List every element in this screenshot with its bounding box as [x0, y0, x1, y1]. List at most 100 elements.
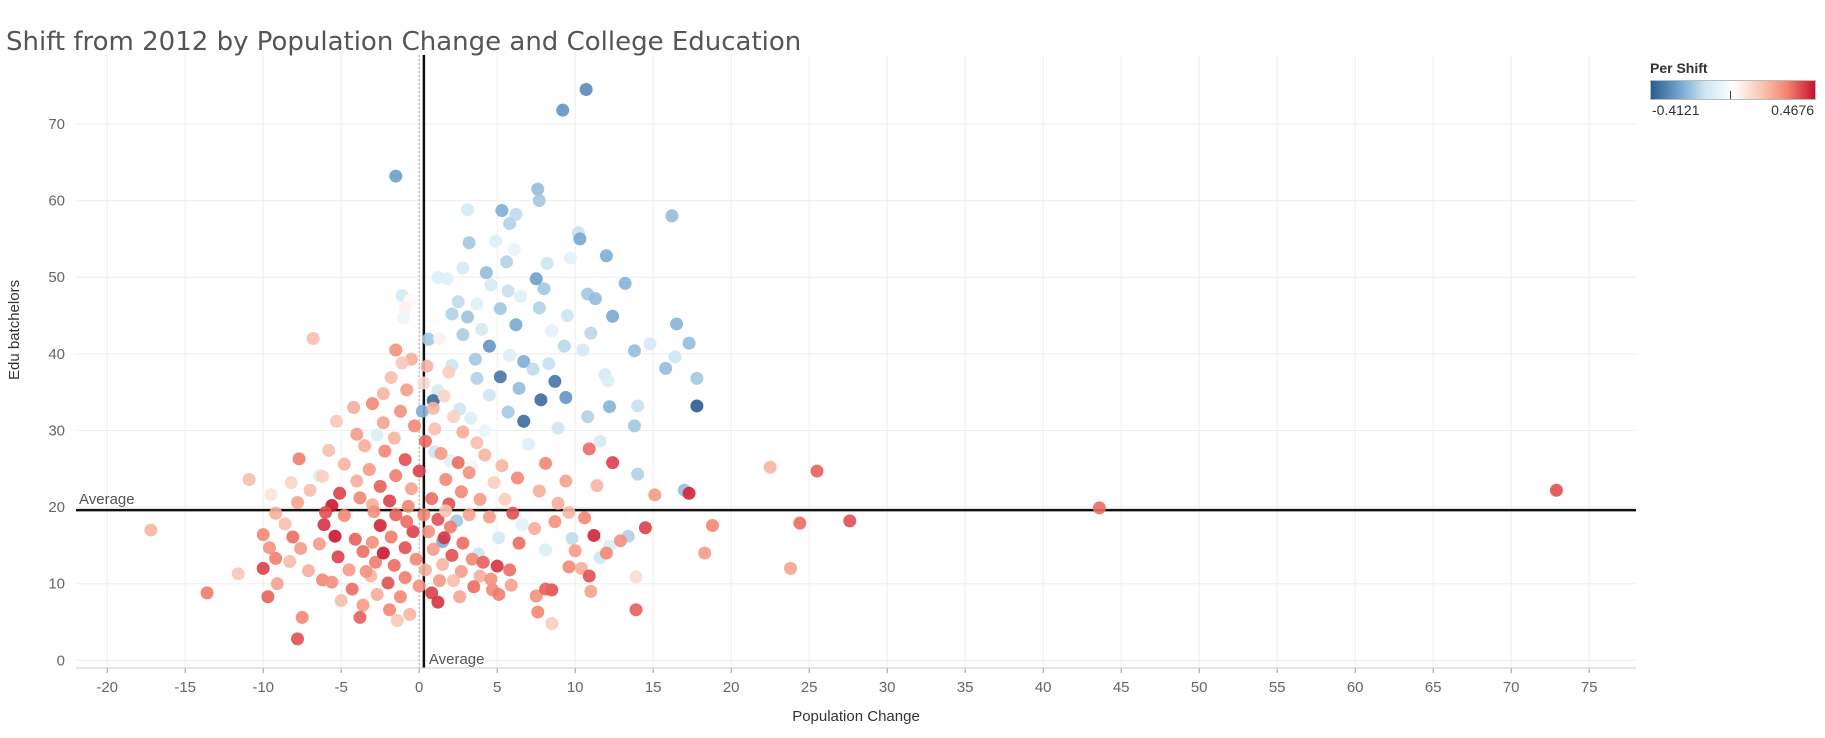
- data-point: [478, 423, 492, 437]
- legend-color-ramp[interactable]: [1650, 80, 1816, 100]
- data-point: [369, 555, 383, 569]
- data-point: [473, 569, 487, 583]
- data-point: [665, 209, 679, 223]
- data-point: [498, 492, 512, 506]
- data-point: [373, 518, 387, 532]
- reference-labels: Average Average: [79, 491, 484, 668]
- data-point: [465, 552, 479, 566]
- data-point: [668, 350, 682, 364]
- data-point: [295, 610, 309, 624]
- y-tick-label: 40: [48, 346, 65, 363]
- data-point: [337, 457, 351, 471]
- data-point: [315, 469, 329, 483]
- data-point: [510, 471, 524, 485]
- x-tick-label: 20: [723, 679, 740, 696]
- data-point: [582, 569, 596, 583]
- data-point: [397, 311, 411, 325]
- data-point: [412, 464, 426, 478]
- data-point: [507, 243, 521, 257]
- x-tick-label: 55: [1269, 679, 1286, 696]
- chart-title: Shift from 2012 by Population Change and…: [6, 27, 802, 58]
- data-point: [542, 357, 556, 371]
- data-point: [398, 453, 412, 467]
- data-point: [362, 463, 376, 477]
- data-point: [763, 460, 777, 474]
- data-point: [415, 404, 429, 418]
- data-point: [398, 301, 412, 315]
- data-point: [534, 393, 548, 407]
- legend-min-label: -0.4121: [1652, 102, 1700, 118]
- data-point: [454, 485, 468, 499]
- data-point: [670, 317, 684, 331]
- data-point: [417, 508, 431, 522]
- data-point: [358, 439, 372, 453]
- data-point: [470, 297, 484, 311]
- data-point: [389, 469, 403, 483]
- data-point: [425, 586, 439, 600]
- data-point: [387, 558, 401, 572]
- data-point: [383, 603, 397, 617]
- data-point: [521, 437, 535, 451]
- data-point: [588, 292, 602, 306]
- data-point: [559, 474, 573, 488]
- data-point: [560, 309, 574, 323]
- data-point: [551, 496, 565, 510]
- data-point: [242, 473, 256, 487]
- data-point: [270, 577, 284, 591]
- data-point: [359, 564, 373, 578]
- data-point: [564, 251, 578, 265]
- data-point: [283, 554, 297, 568]
- x-tick-label: 65: [1425, 679, 1442, 696]
- data-point: [200, 586, 214, 600]
- x-tick-label: 15: [645, 679, 662, 696]
- data-point: [409, 552, 423, 566]
- data-point: [334, 594, 348, 608]
- data-point: [393, 590, 407, 604]
- data-point: [478, 448, 492, 462]
- data-point: [353, 491, 367, 505]
- x-tick-label: 40: [1035, 679, 1052, 696]
- data-point: [425, 312, 439, 326]
- data-point: [559, 391, 573, 405]
- data-point: [531, 605, 545, 619]
- data-point: [568, 544, 582, 558]
- data-point: [690, 399, 704, 413]
- data-point: [342, 563, 356, 577]
- data-point: [301, 564, 315, 578]
- data-point: [376, 387, 390, 401]
- data-point: [291, 632, 305, 646]
- data-point: [587, 528, 601, 542]
- data-point: [381, 576, 395, 590]
- data-point: [470, 371, 484, 385]
- data-point: [269, 551, 283, 565]
- data-point: [418, 434, 432, 448]
- data-point: [144, 523, 158, 537]
- data-points: [144, 82, 1563, 646]
- color-legend[interactable]: Per Shift -0.4121 0.4676: [1650, 60, 1820, 120]
- data-point: [648, 488, 662, 502]
- data-point: [503, 563, 517, 577]
- data-point: [462, 236, 476, 250]
- y-tick-label: 70: [48, 116, 65, 133]
- y-tick-label: 0: [57, 652, 65, 669]
- data-point: [638, 521, 652, 535]
- data-point: [350, 474, 364, 488]
- data-point: [528, 522, 542, 536]
- data-point: [631, 399, 645, 413]
- data-point: [556, 103, 570, 117]
- data-point: [378, 444, 392, 458]
- data-point: [328, 529, 342, 543]
- data-point: [512, 536, 526, 550]
- legend-zero-marker: [1730, 91, 1731, 99]
- x-axis-label: Population Change: [792, 708, 920, 725]
- data-point: [451, 456, 465, 470]
- data-point: [461, 310, 475, 324]
- data-point: [532, 301, 546, 315]
- y-tick-label: 50: [48, 269, 65, 286]
- data-point: [331, 550, 345, 564]
- data-point: [284, 476, 298, 490]
- data-point: [373, 479, 387, 493]
- data-point: [456, 536, 470, 550]
- data-point: [562, 505, 576, 519]
